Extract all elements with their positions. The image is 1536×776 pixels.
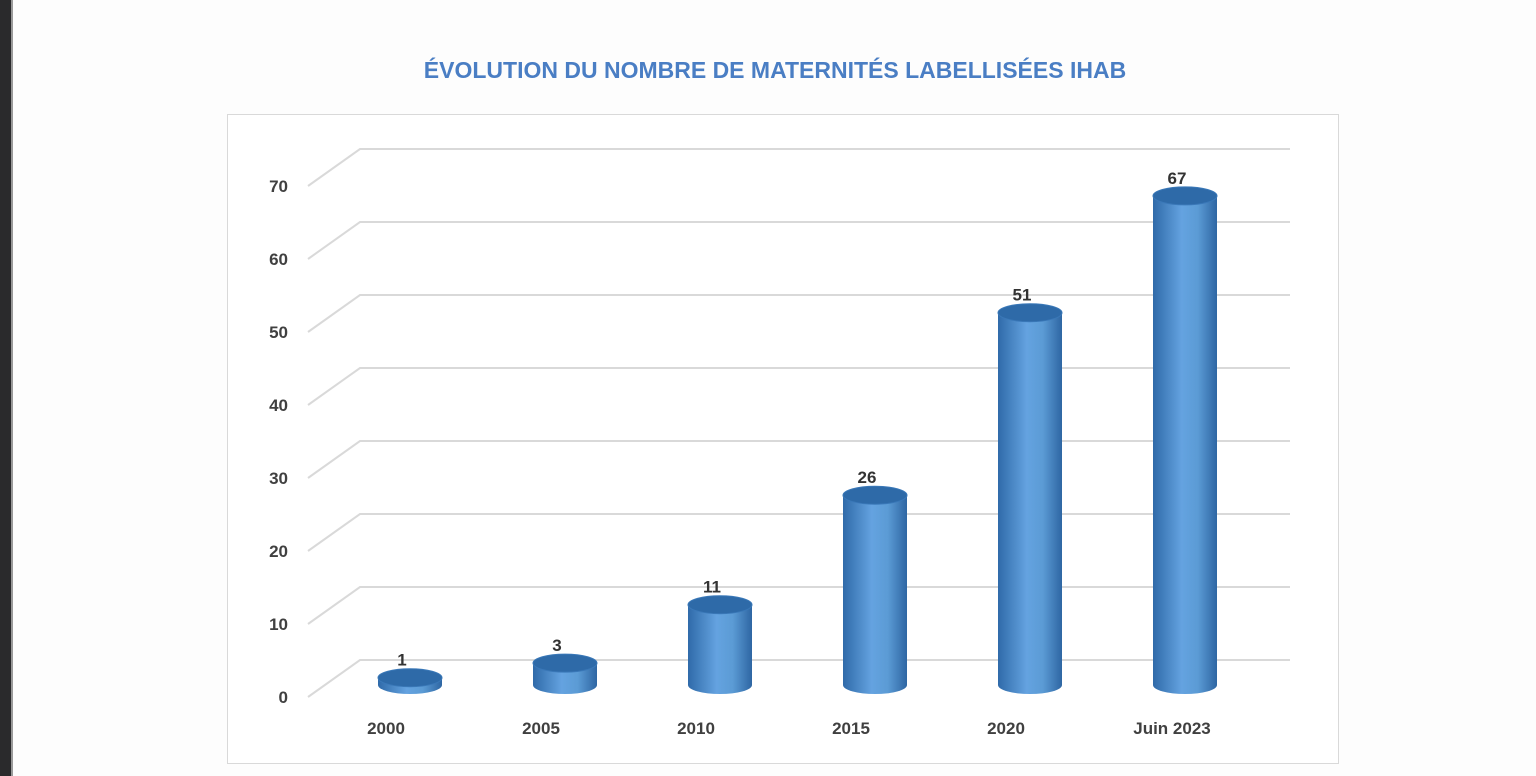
x-tick-label: Juin 2023 bbox=[1133, 719, 1211, 738]
chart-title: ÉVOLUTION DU NOMBRE DE MATERNITÉS LABELL… bbox=[423, 57, 1127, 83]
gridline bbox=[307, 513, 1290, 552]
x-tick-label: 2005 bbox=[522, 719, 560, 738]
y-tick-label: 0 bbox=[279, 688, 288, 707]
bar-top bbox=[842, 485, 908, 505]
bar-top bbox=[532, 653, 598, 673]
bar-body bbox=[1153, 195, 1217, 694]
bar-body bbox=[843, 495, 907, 694]
bar-body bbox=[688, 604, 752, 694]
gridline bbox=[307, 221, 1290, 260]
window-edge bbox=[0, 0, 13, 776]
gridline bbox=[307, 586, 1290, 625]
y-tick-label: 10 bbox=[269, 615, 288, 634]
x-tick-label: 2010 bbox=[677, 719, 715, 738]
x-tick-label: 2015 bbox=[832, 719, 870, 738]
bar bbox=[1152, 186, 1218, 694]
data-label: 51 bbox=[1013, 286, 1032, 305]
x-tick-label: 2020 bbox=[987, 719, 1025, 738]
bar bbox=[842, 485, 908, 694]
gridline bbox=[307, 659, 1290, 698]
data-label: 67 bbox=[1168, 169, 1187, 188]
data-label: 26 bbox=[858, 468, 877, 487]
data-label: 1 bbox=[397, 651, 406, 670]
bar-top bbox=[1152, 186, 1218, 206]
y-tick-label: 70 bbox=[269, 177, 288, 196]
y-tick-label: 20 bbox=[269, 542, 288, 561]
y-tick-label: 60 bbox=[269, 250, 288, 269]
bar-body bbox=[998, 312, 1062, 694]
bar-top bbox=[997, 303, 1063, 323]
gridline bbox=[307, 367, 1290, 406]
y-tick-label: 40 bbox=[269, 396, 288, 415]
bar bbox=[377, 668, 443, 694]
y-tick-label: 50 bbox=[269, 323, 288, 342]
bar bbox=[997, 303, 1063, 694]
data-label: 3 bbox=[552, 636, 561, 655]
bar bbox=[687, 595, 753, 694]
y-tick-label: 30 bbox=[269, 469, 288, 488]
gridline bbox=[307, 440, 1290, 479]
gridline bbox=[307, 148, 1290, 187]
bar bbox=[532, 653, 598, 694]
x-tick-label: 2000 bbox=[367, 719, 405, 738]
bar-top bbox=[687, 595, 753, 615]
data-label: 11 bbox=[703, 578, 721, 597]
gridline bbox=[307, 294, 1290, 333]
bar-top bbox=[377, 668, 443, 688]
